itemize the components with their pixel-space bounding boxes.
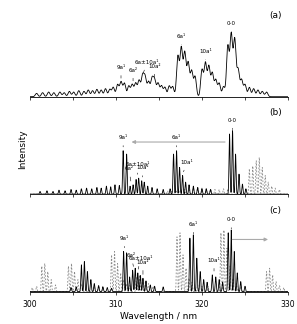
X-axis label: Wavelength / nm: Wavelength / nm bbox=[120, 312, 198, 321]
Text: 9a¹: 9a¹ bbox=[120, 236, 129, 248]
Text: 10a²: 10a² bbox=[137, 260, 149, 274]
Text: 6a¹: 6a¹ bbox=[172, 135, 181, 147]
Text: 6a²: 6a² bbox=[127, 253, 136, 266]
Text: 6a±10a¹: 6a±10a¹ bbox=[125, 162, 150, 174]
Text: 0-0: 0-0 bbox=[227, 21, 236, 31]
Text: 6a±10a¹: 6a±10a¹ bbox=[135, 60, 159, 73]
Text: 10a²: 10a² bbox=[136, 165, 149, 177]
Text: (a): (a) bbox=[269, 11, 282, 20]
Text: 10a¹: 10a¹ bbox=[199, 49, 212, 60]
Text: 6a²: 6a² bbox=[129, 68, 138, 81]
Text: 6a±10a¹: 6a±10a¹ bbox=[128, 256, 153, 269]
Text: 6a¹: 6a¹ bbox=[189, 222, 198, 234]
Text: 0-0: 0-0 bbox=[227, 217, 236, 229]
Text: 9a¹: 9a¹ bbox=[119, 135, 128, 147]
Text: 6a¹: 6a¹ bbox=[177, 34, 186, 45]
Text: 0-0: 0-0 bbox=[228, 118, 237, 130]
Text: 10a¹: 10a¹ bbox=[181, 160, 193, 172]
Text: (b): (b) bbox=[269, 109, 282, 117]
Y-axis label: Intensity: Intensity bbox=[18, 129, 27, 169]
Text: 6a²: 6a² bbox=[124, 167, 133, 181]
Text: 10a¹: 10a¹ bbox=[208, 258, 220, 271]
Text: 10a²: 10a² bbox=[148, 64, 161, 77]
Text: (c): (c) bbox=[270, 206, 282, 215]
Text: 9a¹: 9a¹ bbox=[116, 65, 126, 78]
